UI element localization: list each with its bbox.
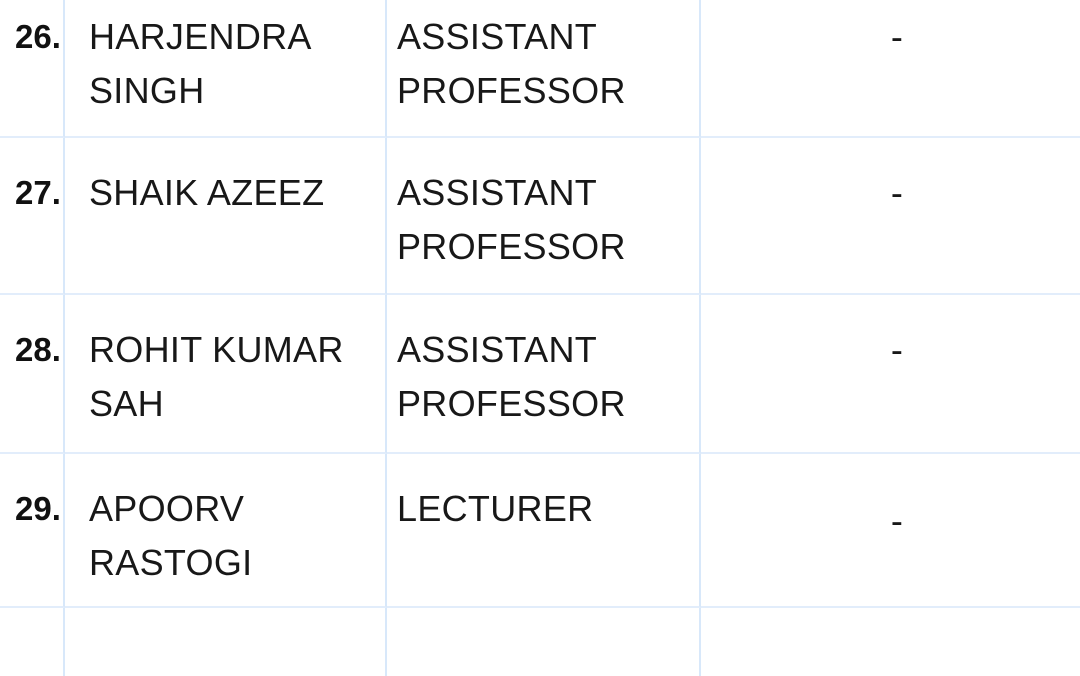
designation-cell: ASSISTANT PROFESSOR [387,138,701,295]
designation-cell: LECTURER [387,454,701,608]
serial-cell: 27. [0,138,65,295]
status-cell: - [701,295,1080,454]
status-cell [701,608,1080,676]
designation-cell: ASSISTANT PROFESSOR [387,0,701,138]
table-row: 27. SHAIK AZEEZ ASSISTANT PROFESSOR - [0,138,1080,295]
name-cell [65,608,387,676]
name-cell: APOORV RASTOGI [65,454,387,608]
serial-cell: 26. [0,0,65,138]
table-row: 26. HARJENDRA SINGH ASSISTANT PROFESSOR … [0,0,1080,138]
name-cell: ROHIT KUMAR SAH [65,295,387,454]
status-cell: - [701,454,1080,608]
designation-cell: ASSISTANT PROFESSOR [387,295,701,454]
status-cell: - [701,138,1080,295]
name-cell: SHAIK AZEEZ [65,138,387,295]
serial-cell [0,608,65,676]
serial-cell: 28. [0,295,65,454]
status-cell: - [701,0,1080,138]
name-cell: HARJENDRA SINGH [65,0,387,138]
table-row: 28. ROHIT KUMAR SAH ASSISTANT PROFESSOR … [0,295,1080,454]
serial-cell: 29. [0,454,65,608]
designation-cell [387,608,701,676]
table-row [0,608,1080,676]
table-row: 29. APOORV RASTOGI LECTURER - [0,454,1080,608]
